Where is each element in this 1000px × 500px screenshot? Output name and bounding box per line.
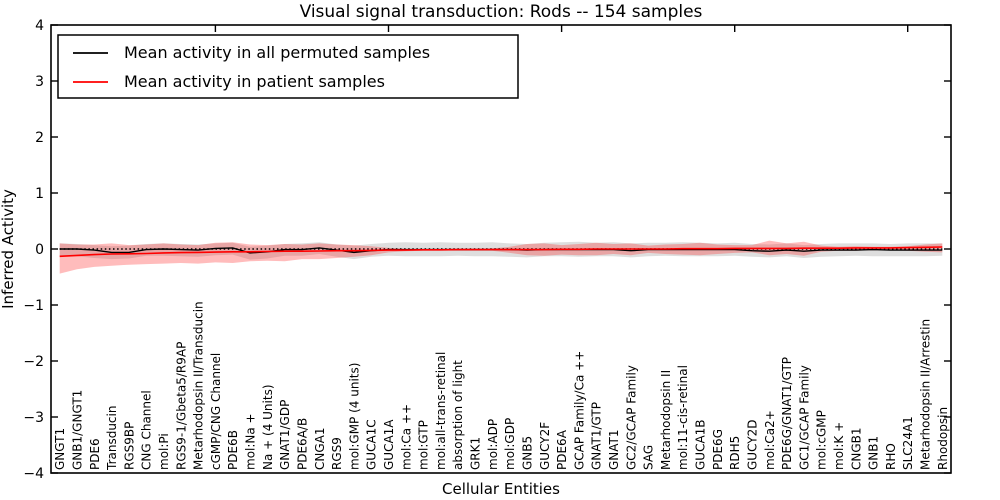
x-tick-label: GNB5	[521, 436, 535, 470]
x-tick-label: PDE6	[88, 438, 102, 470]
x-tick-label: GNGT1	[53, 428, 67, 470]
x-tick-label: mol:GTP	[417, 420, 431, 470]
legend-box	[57, 34, 519, 99]
x-tick-label: mol:Ca2+	[763, 410, 777, 470]
y-axis-label: Inferred Activity	[0, 189, 17, 309]
x-tick-label: Rhodopsin	[936, 407, 950, 470]
data-lines	[59, 246, 943, 258]
x-tick-label: Metarhodopsin II/Transducin	[192, 301, 206, 470]
y-tick-label: −1	[23, 298, 44, 314]
x-tick-label: mol:GDP	[503, 418, 517, 470]
x-tick-label: PDE6B	[226, 430, 240, 470]
x-tick-label: GUCA1A	[382, 419, 396, 470]
y-tick-label: 0	[35, 242, 44, 258]
x-tick-label: mol:Na +	[244, 413, 258, 470]
x-tick-label: SLC24A1	[901, 416, 915, 470]
x-tick-label: Metarhodopsin II	[659, 370, 673, 470]
permuted-band	[59, 241, 943, 260]
legend-label-patient: Mean activity in patient samples	[124, 72, 385, 91]
x-tick-label: SAG	[642, 445, 656, 470]
x-tick-label: PDE6A/B	[296, 418, 310, 470]
chart-title: Visual signal transduction: Rods -- 154 …	[300, 2, 703, 22]
x-tick-labels: GNGT1 GNB1/GNGT1 PDE6 Transducin RGS9BP CNG C…	[53, 301, 950, 471]
y-tick-label: −2	[23, 354, 44, 370]
y-tick-label: 3	[35, 74, 44, 90]
x-tick-label: mol:ADP	[486, 419, 500, 470]
x-tick-label: RGS9BP	[122, 422, 136, 470]
x-tick-label: cGMP/CNG Channel	[209, 353, 223, 470]
x-tick-label: PDE6G/GNAT1/GTP	[780, 357, 794, 470]
x-tick-label: GNB1	[867, 436, 881, 470]
legend: Mean activity in all permuted samples Me…	[57, 34, 519, 99]
x-tick-label: GC2/GCAP Family	[624, 365, 638, 470]
x-tick-label: absorption of light	[451, 360, 465, 470]
x-tick-label: GUCY2F	[538, 422, 552, 470]
x-tick-label: GNB1/GNGT1	[71, 390, 85, 470]
x-tick-label: mol:all-trans-retinal	[434, 352, 448, 470]
x-tick-label: mol:GMP (4 units)	[347, 363, 361, 470]
y-tick-label: 2	[35, 130, 44, 146]
x-tick-label: Metarhodopsin II/Arrestin	[919, 319, 933, 470]
y-tick-label: 4	[35, 18, 44, 34]
x-tick-label: RDH5	[728, 436, 742, 470]
patient-mean-line	[59, 246, 943, 258]
y-tick-labels: −4 −3 −2 −1 0 1 2 3 4	[23, 18, 44, 482]
x-tick-label: mol:11-cis-retinal	[676, 365, 690, 470]
x-tick-label: mol:K +	[832, 422, 846, 470]
x-tick-label: mol:Ca ++	[399, 404, 413, 470]
x-tick-label: RHO	[884, 443, 898, 470]
y-tick-label: −3	[23, 410, 44, 426]
x-tick-label: mol:cGMP	[815, 410, 829, 470]
x-tick-label: GNAT1/GDP	[278, 400, 292, 470]
legend-label-permuted: Mean activity in all permuted samples	[124, 43, 430, 62]
x-tick-label: CNGB1	[849, 427, 863, 470]
x-tick-label: CNGA1	[313, 428, 327, 471]
x-tick-label: RGS9	[330, 437, 344, 470]
x-tick-label: PDE6G	[711, 429, 725, 470]
x-tick-label: GNAT1/GTP	[590, 402, 604, 470]
x-tick-label: CNG Channel	[140, 390, 154, 470]
y-tick-label: 1	[35, 186, 44, 202]
x-tick-label: GUCA1B	[694, 419, 708, 470]
plot-frame	[50, 24, 952, 474]
x-tick-label: GNAT1	[607, 429, 621, 470]
confidence-bands	[59, 240, 943, 274]
x-axis-label: Cellular Entities	[442, 480, 560, 498]
x-tick-label: GUCA1C	[365, 419, 379, 470]
x-tick-label: mol:Pi	[157, 433, 171, 470]
x-tick-label: Na + (4 Units)	[261, 384, 275, 470]
x-tick-label: RGS9-1/Gbeta5/R9AP	[174, 342, 188, 470]
x-tick-label: GC1/GCAP Family	[797, 365, 811, 470]
x-tick-label: GCAP Family/Ca ++	[572, 351, 586, 470]
x-tick-label: PDE6A	[555, 429, 569, 470]
y-tick-label: −4	[23, 466, 44, 482]
x-tick-label: GUCY2D	[746, 420, 760, 470]
x-tick-label: Transducin	[105, 406, 119, 471]
x-tick-label: GRK1	[469, 437, 483, 470]
